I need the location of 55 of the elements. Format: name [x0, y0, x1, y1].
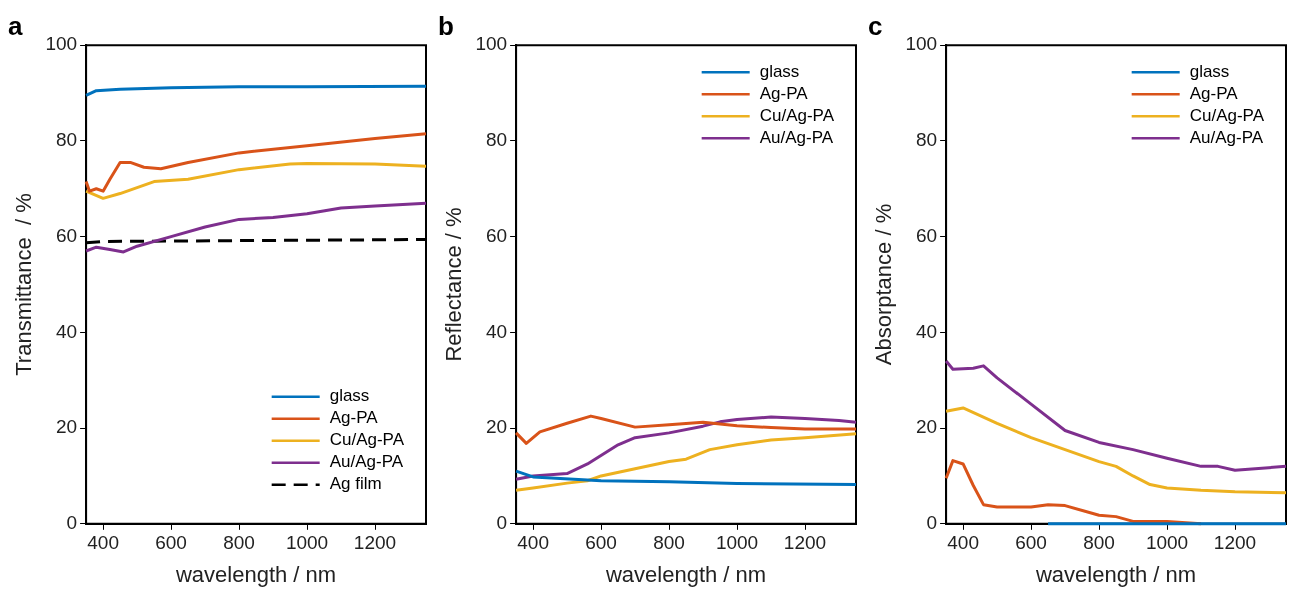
x-tick-label: 400 [947, 532, 979, 554]
x-tick-label: 1200 [783, 532, 827, 554]
y-tick-label: 40 [485, 320, 508, 342]
x-tick-label: 600 [155, 532, 187, 554]
x-tick-label: 800 [653, 532, 685, 554]
y-axis-title: Absorptance / % [871, 203, 897, 366]
x-tick-label: 1000 [285, 532, 329, 554]
x-tick-label: 400 [517, 532, 549, 554]
y-tick-label: 80 [485, 129, 508, 151]
legend-label: Ag-PA [329, 408, 379, 428]
legend-label: Ag-PA [759, 83, 809, 103]
x-axis-title: wavelength / nm [174, 561, 337, 587]
y-tick-label: 100 [905, 33, 938, 55]
y-tick-label: 0 [926, 512, 938, 534]
y-tick-label: 20 [485, 416, 508, 438]
x-axis-title: wavelength / nm [1034, 561, 1197, 587]
legend-label: Au/Ag-PA [329, 452, 404, 472]
y-axis-title: Reflectance / % [441, 207, 467, 362]
legend-label: glass [759, 61, 800, 81]
x-tick-label: 400 [87, 532, 119, 554]
y-tick-label: 20 [55, 416, 78, 438]
x-tick-label: 800 [223, 532, 255, 554]
y-tick-label: 60 [915, 224, 938, 246]
y-tick-label: 80 [915, 129, 938, 151]
legend-label: Cu/Ag-PA [1189, 105, 1265, 125]
y-tick-label: 20 [915, 416, 938, 438]
legend-label: Cu/Ag-PA [329, 430, 405, 450]
y-tick-label: 40 [915, 320, 938, 342]
y-tick-label: 0 [66, 512, 78, 534]
y-tick-label: 100 [45, 33, 78, 55]
y-tick-label: 60 [55, 224, 78, 246]
x-tick-label: 600 [1015, 532, 1047, 554]
y-axis-title: Transmittance / % [11, 193, 37, 376]
x-tick-label: 600 [585, 532, 617, 554]
x-tick-label: 1000 [1145, 532, 1189, 554]
legend-label: glass [1189, 61, 1230, 81]
y-tick-label: 60 [485, 224, 508, 246]
y-tick-label: 100 [475, 33, 508, 55]
y-tick-label: 40 [55, 320, 78, 342]
legend-label: Ag film [329, 474, 382, 494]
x-tick-label: 800 [1083, 532, 1115, 554]
chart-title: b [438, 10, 454, 41]
x-tick-label: 1200 [1213, 532, 1257, 554]
y-tick-label: 0 [496, 512, 508, 534]
chart-title: c [868, 10, 883, 41]
chart-title: a [8, 10, 23, 41]
legend-label: glass [329, 386, 370, 406]
x-tick-label: 1000 [715, 532, 759, 554]
x-tick-label: 1200 [353, 532, 397, 554]
legend-label: Cu/Ag-PA [759, 105, 835, 125]
legend-label: Ag-PA [1189, 83, 1239, 103]
legend-label: Au/Ag-PA [1189, 127, 1264, 147]
legend-label: Au/Ag-PA [759, 127, 834, 147]
x-axis-title: wavelength / nm [604, 561, 767, 587]
y-tick-label: 80 [55, 129, 78, 151]
